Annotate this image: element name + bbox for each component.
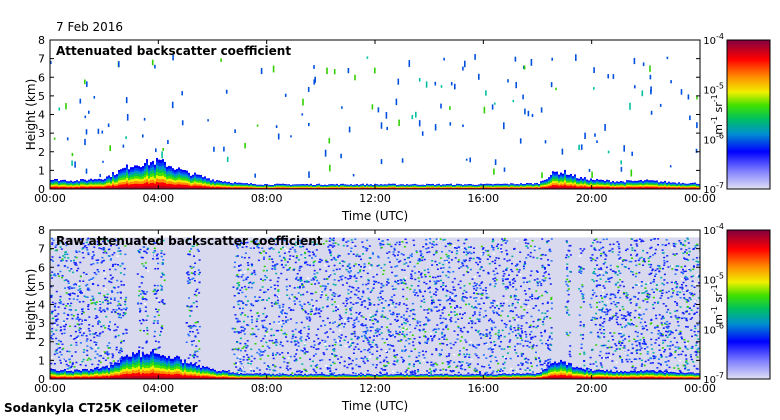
x-tick-label-1-4: 16:00 (467, 382, 499, 395)
x-tick-label-0-1: 04:00 (142, 192, 174, 205)
y-tick-label-0-3: 3 (38, 127, 45, 140)
y-tick-label-0-6: 6 (38, 71, 45, 84)
y-axis-label-1: Height (km) (24, 269, 38, 340)
x-tick-label-0-0: 00:00 (34, 192, 66, 205)
panel-title-1: Raw attenuated backscatter coefficient (56, 234, 323, 248)
instrument-label: Sodankyla CT25K ceilometer (4, 401, 198, 415)
colorbar-unit-0: m-1 sr-1 (710, 94, 725, 134)
y-tick-label-1-6: 6 (38, 261, 45, 274)
x-tick-label-1-6: 00:00 (684, 382, 716, 395)
date-label: 7 Feb 2016 (56, 20, 124, 34)
colorbar-tick-label-0-1: 10-5 (703, 82, 724, 97)
x-tick-label-1-3: 12:00 (359, 382, 391, 395)
y-tick-label-0-2: 2 (38, 146, 45, 159)
y-tick-label-1-8: 8 (38, 224, 45, 237)
y-tick-label-1-1: 1 (38, 354, 45, 367)
x-tick-label-0-4: 16:00 (467, 192, 499, 205)
y-tick-label-0-7: 7 (38, 53, 45, 66)
colorbar-tick-label-1-3: 10-7 (703, 371, 724, 386)
colorbar-unit-1: m-1 sr-1 (710, 284, 725, 324)
colorbar-tick-label-1-1: 10-5 (703, 272, 724, 287)
y-tick-label-1-5: 5 (38, 280, 45, 293)
x-tick-label-1-1: 04:00 (142, 382, 174, 395)
panel-title-0: Attenuated backscatter coefficient (56, 44, 291, 58)
colorbar-tick-label-0-2: 10-6 (703, 131, 724, 146)
heatmap-area-1 (50, 237, 700, 379)
y-tick-label-1-7: 7 (38, 243, 45, 256)
colorbar-0 (726, 39, 771, 190)
colorbar-tick-label-0-0: 10-4 (703, 32, 724, 47)
x-tick-label-1-2: 08:00 (251, 382, 283, 395)
y-tick-label-0-5: 5 (38, 90, 45, 103)
heatmap-area-0 (50, 54, 700, 189)
y-tick-label-1-3: 3 (38, 317, 45, 330)
y-tick-label-0-1: 1 (38, 164, 45, 177)
x-axis-label-1: Time (UTC) (341, 399, 408, 413)
x-tick-label-0-5: 20:00 (576, 192, 608, 205)
colorbar-tick-label-0-3: 10-7 (703, 181, 724, 196)
y-tick-label-1-4: 4 (38, 299, 45, 312)
y-tick-label-0-8: 8 (38, 34, 45, 47)
y-tick-label-0-4: 4 (38, 109, 45, 122)
x-tick-label-1-0: 00:00 (34, 382, 66, 395)
y-tick-label-1-0: 0 (38, 373, 45, 386)
y-tick-label-0-0: 0 (38, 183, 45, 196)
colorbar-1 (726, 229, 771, 380)
x-tick-label-0-2: 08:00 (251, 192, 283, 205)
x-axis-label-0: Time (UTC) (341, 209, 408, 223)
y-axis-label-0: Height (km) (24, 79, 38, 150)
x-tick-label-0-3: 12:00 (359, 192, 391, 205)
colorbar-tick-label-1-2: 10-6 (703, 321, 724, 336)
x-tick-label-0-6: 00:00 (684, 192, 716, 205)
colorbar-tick-label-1-0: 10-4 (703, 222, 724, 237)
x-tick-label-1-5: 20:00 (576, 382, 608, 395)
y-tick-label-1-2: 2 (38, 336, 45, 349)
